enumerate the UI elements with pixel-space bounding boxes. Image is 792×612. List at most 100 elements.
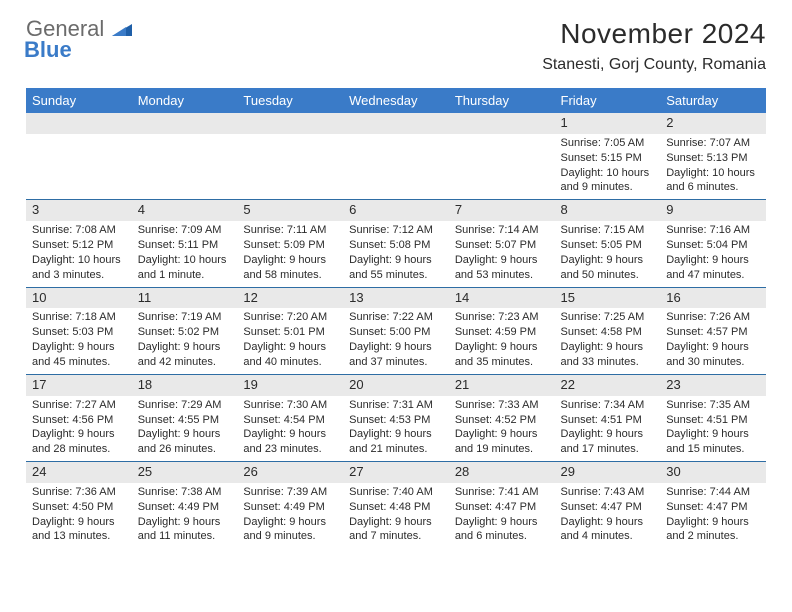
daylight-text-2: and 4 minutes. xyxy=(561,529,655,544)
day-number: 6 xyxy=(343,200,449,221)
calendar-day-cell: 7Sunrise: 7:14 AMSunset: 5:07 PMDaylight… xyxy=(449,200,555,287)
calendar-day-cell: 14Sunrise: 7:23 AMSunset: 4:59 PMDayligh… xyxy=(449,287,555,374)
day-details: Sunrise: 7:35 AMSunset: 4:51 PMDaylight:… xyxy=(660,396,766,461)
sunrise-text: Sunrise: 7:15 AM xyxy=(561,223,655,238)
sunrise-text: Sunrise: 7:41 AM xyxy=(455,485,549,500)
day-number: 9 xyxy=(660,200,766,221)
daylight-text-2: and 53 minutes. xyxy=(455,268,549,283)
sunrise-text: Sunrise: 7:12 AM xyxy=(349,223,443,238)
sunrise-text: Sunrise: 7:20 AM xyxy=(243,310,337,325)
calendar-day-cell: 29Sunrise: 7:43 AMSunset: 4:47 PMDayligh… xyxy=(555,462,661,549)
sunset-text: Sunset: 5:11 PM xyxy=(138,238,232,253)
sunrise-text: Sunrise: 7:23 AM xyxy=(455,310,549,325)
calendar-day-cell: 25Sunrise: 7:38 AMSunset: 4:49 PMDayligh… xyxy=(132,462,238,549)
daylight-text-2: and 45 minutes. xyxy=(32,355,126,370)
sunrise-text: Sunrise: 7:36 AM xyxy=(32,485,126,500)
calendar-day-cell: 27Sunrise: 7:40 AMSunset: 4:48 PMDayligh… xyxy=(343,462,449,549)
sunset-text: Sunset: 4:47 PM xyxy=(666,500,760,515)
sunrise-text: Sunrise: 7:19 AM xyxy=(138,310,232,325)
day-header: Saturday xyxy=(660,88,766,113)
sunrise-text: Sunrise: 7:27 AM xyxy=(32,398,126,413)
sunset-text: Sunset: 5:12 PM xyxy=(32,238,126,253)
daylight-text-1: Daylight: 9 hours xyxy=(561,427,655,442)
daylight-text-2: and 23 minutes. xyxy=(243,442,337,457)
day-details: Sunrise: 7:14 AMSunset: 5:07 PMDaylight:… xyxy=(449,221,555,286)
sunset-text: Sunset: 4:49 PM xyxy=(138,500,232,515)
day-details: Sunrise: 7:12 AMSunset: 5:08 PMDaylight:… xyxy=(343,221,449,286)
day-number-empty xyxy=(449,113,555,134)
calendar-day-cell: 22Sunrise: 7:34 AMSunset: 4:51 PMDayligh… xyxy=(555,374,661,461)
calendar-day-cell: 11Sunrise: 7:19 AMSunset: 5:02 PMDayligh… xyxy=(132,287,238,374)
sunset-text: Sunset: 4:51 PM xyxy=(666,413,760,428)
daylight-text-1: Daylight: 9 hours xyxy=(561,253,655,268)
day-header: Wednesday xyxy=(343,88,449,113)
day-number-empty xyxy=(343,113,449,134)
daylight-text-2: and 47 minutes. xyxy=(666,268,760,283)
calendar-day-cell: 1Sunrise: 7:05 AMSunset: 5:15 PMDaylight… xyxy=(555,113,661,200)
sunrise-text: Sunrise: 7:07 AM xyxy=(666,136,760,151)
sunset-text: Sunset: 4:53 PM xyxy=(349,413,443,428)
day-number: 13 xyxy=(343,288,449,309)
calendar-day-cell: 24Sunrise: 7:36 AMSunset: 4:50 PMDayligh… xyxy=(26,462,132,549)
sunset-text: Sunset: 4:47 PM xyxy=(561,500,655,515)
day-header: Monday xyxy=(132,88,238,113)
day-header: Thursday xyxy=(449,88,555,113)
day-number: 24 xyxy=(26,462,132,483)
day-details: Sunrise: 7:39 AMSunset: 4:49 PMDaylight:… xyxy=(237,483,343,548)
day-details: Sunrise: 7:36 AMSunset: 4:50 PMDaylight:… xyxy=(26,483,132,548)
calendar-day-cell: 16Sunrise: 7:26 AMSunset: 4:57 PMDayligh… xyxy=(660,287,766,374)
daylight-text-1: Daylight: 9 hours xyxy=(138,515,232,530)
day-number: 3 xyxy=(26,200,132,221)
sunrise-text: Sunrise: 7:34 AM xyxy=(561,398,655,413)
day-details: Sunrise: 7:41 AMSunset: 4:47 PMDaylight:… xyxy=(449,483,555,548)
sunset-text: Sunset: 4:54 PM xyxy=(243,413,337,428)
calendar-day-cell xyxy=(237,113,343,200)
day-number: 18 xyxy=(132,375,238,396)
day-header-row: Sunday Monday Tuesday Wednesday Thursday… xyxy=(26,88,766,113)
day-details: Sunrise: 7:25 AMSunset: 4:58 PMDaylight:… xyxy=(555,308,661,373)
sunset-text: Sunset: 5:00 PM xyxy=(349,325,443,340)
day-number: 14 xyxy=(449,288,555,309)
day-number: 5 xyxy=(237,200,343,221)
daylight-text-2: and 21 minutes. xyxy=(349,442,443,457)
sunset-text: Sunset: 4:49 PM xyxy=(243,500,337,515)
logo-blue: Blue xyxy=(24,39,132,61)
sunset-text: Sunset: 5:08 PM xyxy=(349,238,443,253)
sunrise-text: Sunrise: 7:38 AM xyxy=(138,485,232,500)
sunset-text: Sunset: 4:57 PM xyxy=(666,325,760,340)
calendar-day-cell: 6Sunrise: 7:12 AMSunset: 5:08 PMDaylight… xyxy=(343,200,449,287)
day-details: Sunrise: 7:22 AMSunset: 5:00 PMDaylight:… xyxy=(343,308,449,373)
day-details: Sunrise: 7:34 AMSunset: 4:51 PMDaylight:… xyxy=(555,396,661,461)
calendar-day-cell: 13Sunrise: 7:22 AMSunset: 5:00 PMDayligh… xyxy=(343,287,449,374)
sunrise-text: Sunrise: 7:30 AM xyxy=(243,398,337,413)
calendar-week-row: 17Sunrise: 7:27 AMSunset: 4:56 PMDayligh… xyxy=(26,374,766,461)
sunrise-text: Sunrise: 7:09 AM xyxy=(138,223,232,238)
day-details: Sunrise: 7:26 AMSunset: 4:57 PMDaylight:… xyxy=(660,308,766,373)
calendar-day-cell: 26Sunrise: 7:39 AMSunset: 4:49 PMDayligh… xyxy=(237,462,343,549)
calendar-day-cell: 28Sunrise: 7:41 AMSunset: 4:47 PMDayligh… xyxy=(449,462,555,549)
day-details: Sunrise: 7:30 AMSunset: 4:54 PMDaylight:… xyxy=(237,396,343,461)
daylight-text-1: Daylight: 10 hours xyxy=(32,253,126,268)
sunrise-text: Sunrise: 7:05 AM xyxy=(561,136,655,151)
sunrise-text: Sunrise: 7:31 AM xyxy=(349,398,443,413)
calendar-day-cell: 23Sunrise: 7:35 AMSunset: 4:51 PMDayligh… xyxy=(660,374,766,461)
daylight-text-2: and 6 minutes. xyxy=(666,180,760,195)
day-number-empty xyxy=(26,113,132,134)
daylight-text-1: Daylight: 9 hours xyxy=(32,427,126,442)
daylight-text-1: Daylight: 9 hours xyxy=(561,515,655,530)
day-details: Sunrise: 7:44 AMSunset: 4:47 PMDaylight:… xyxy=(660,483,766,548)
day-number: 28 xyxy=(449,462,555,483)
daylight-text-2: and 28 minutes. xyxy=(32,442,126,457)
daylight-text-1: Daylight: 9 hours xyxy=(32,515,126,530)
sunrise-text: Sunrise: 7:16 AM xyxy=(666,223,760,238)
day-number: 1 xyxy=(555,113,661,134)
calendar-week-row: 1Sunrise: 7:05 AMSunset: 5:15 PMDaylight… xyxy=(26,113,766,200)
calendar-day-cell: 20Sunrise: 7:31 AMSunset: 4:53 PMDayligh… xyxy=(343,374,449,461)
daylight-text-1: Daylight: 10 hours xyxy=(138,253,232,268)
daylight-text-2: and 13 minutes. xyxy=(32,529,126,544)
day-details: Sunrise: 7:27 AMSunset: 4:56 PMDaylight:… xyxy=(26,396,132,461)
sunrise-text: Sunrise: 7:26 AM xyxy=(666,310,760,325)
day-number: 29 xyxy=(555,462,661,483)
day-details: Sunrise: 7:07 AMSunset: 5:13 PMDaylight:… xyxy=(660,134,766,199)
daylight-text-1: Daylight: 9 hours xyxy=(243,515,337,530)
